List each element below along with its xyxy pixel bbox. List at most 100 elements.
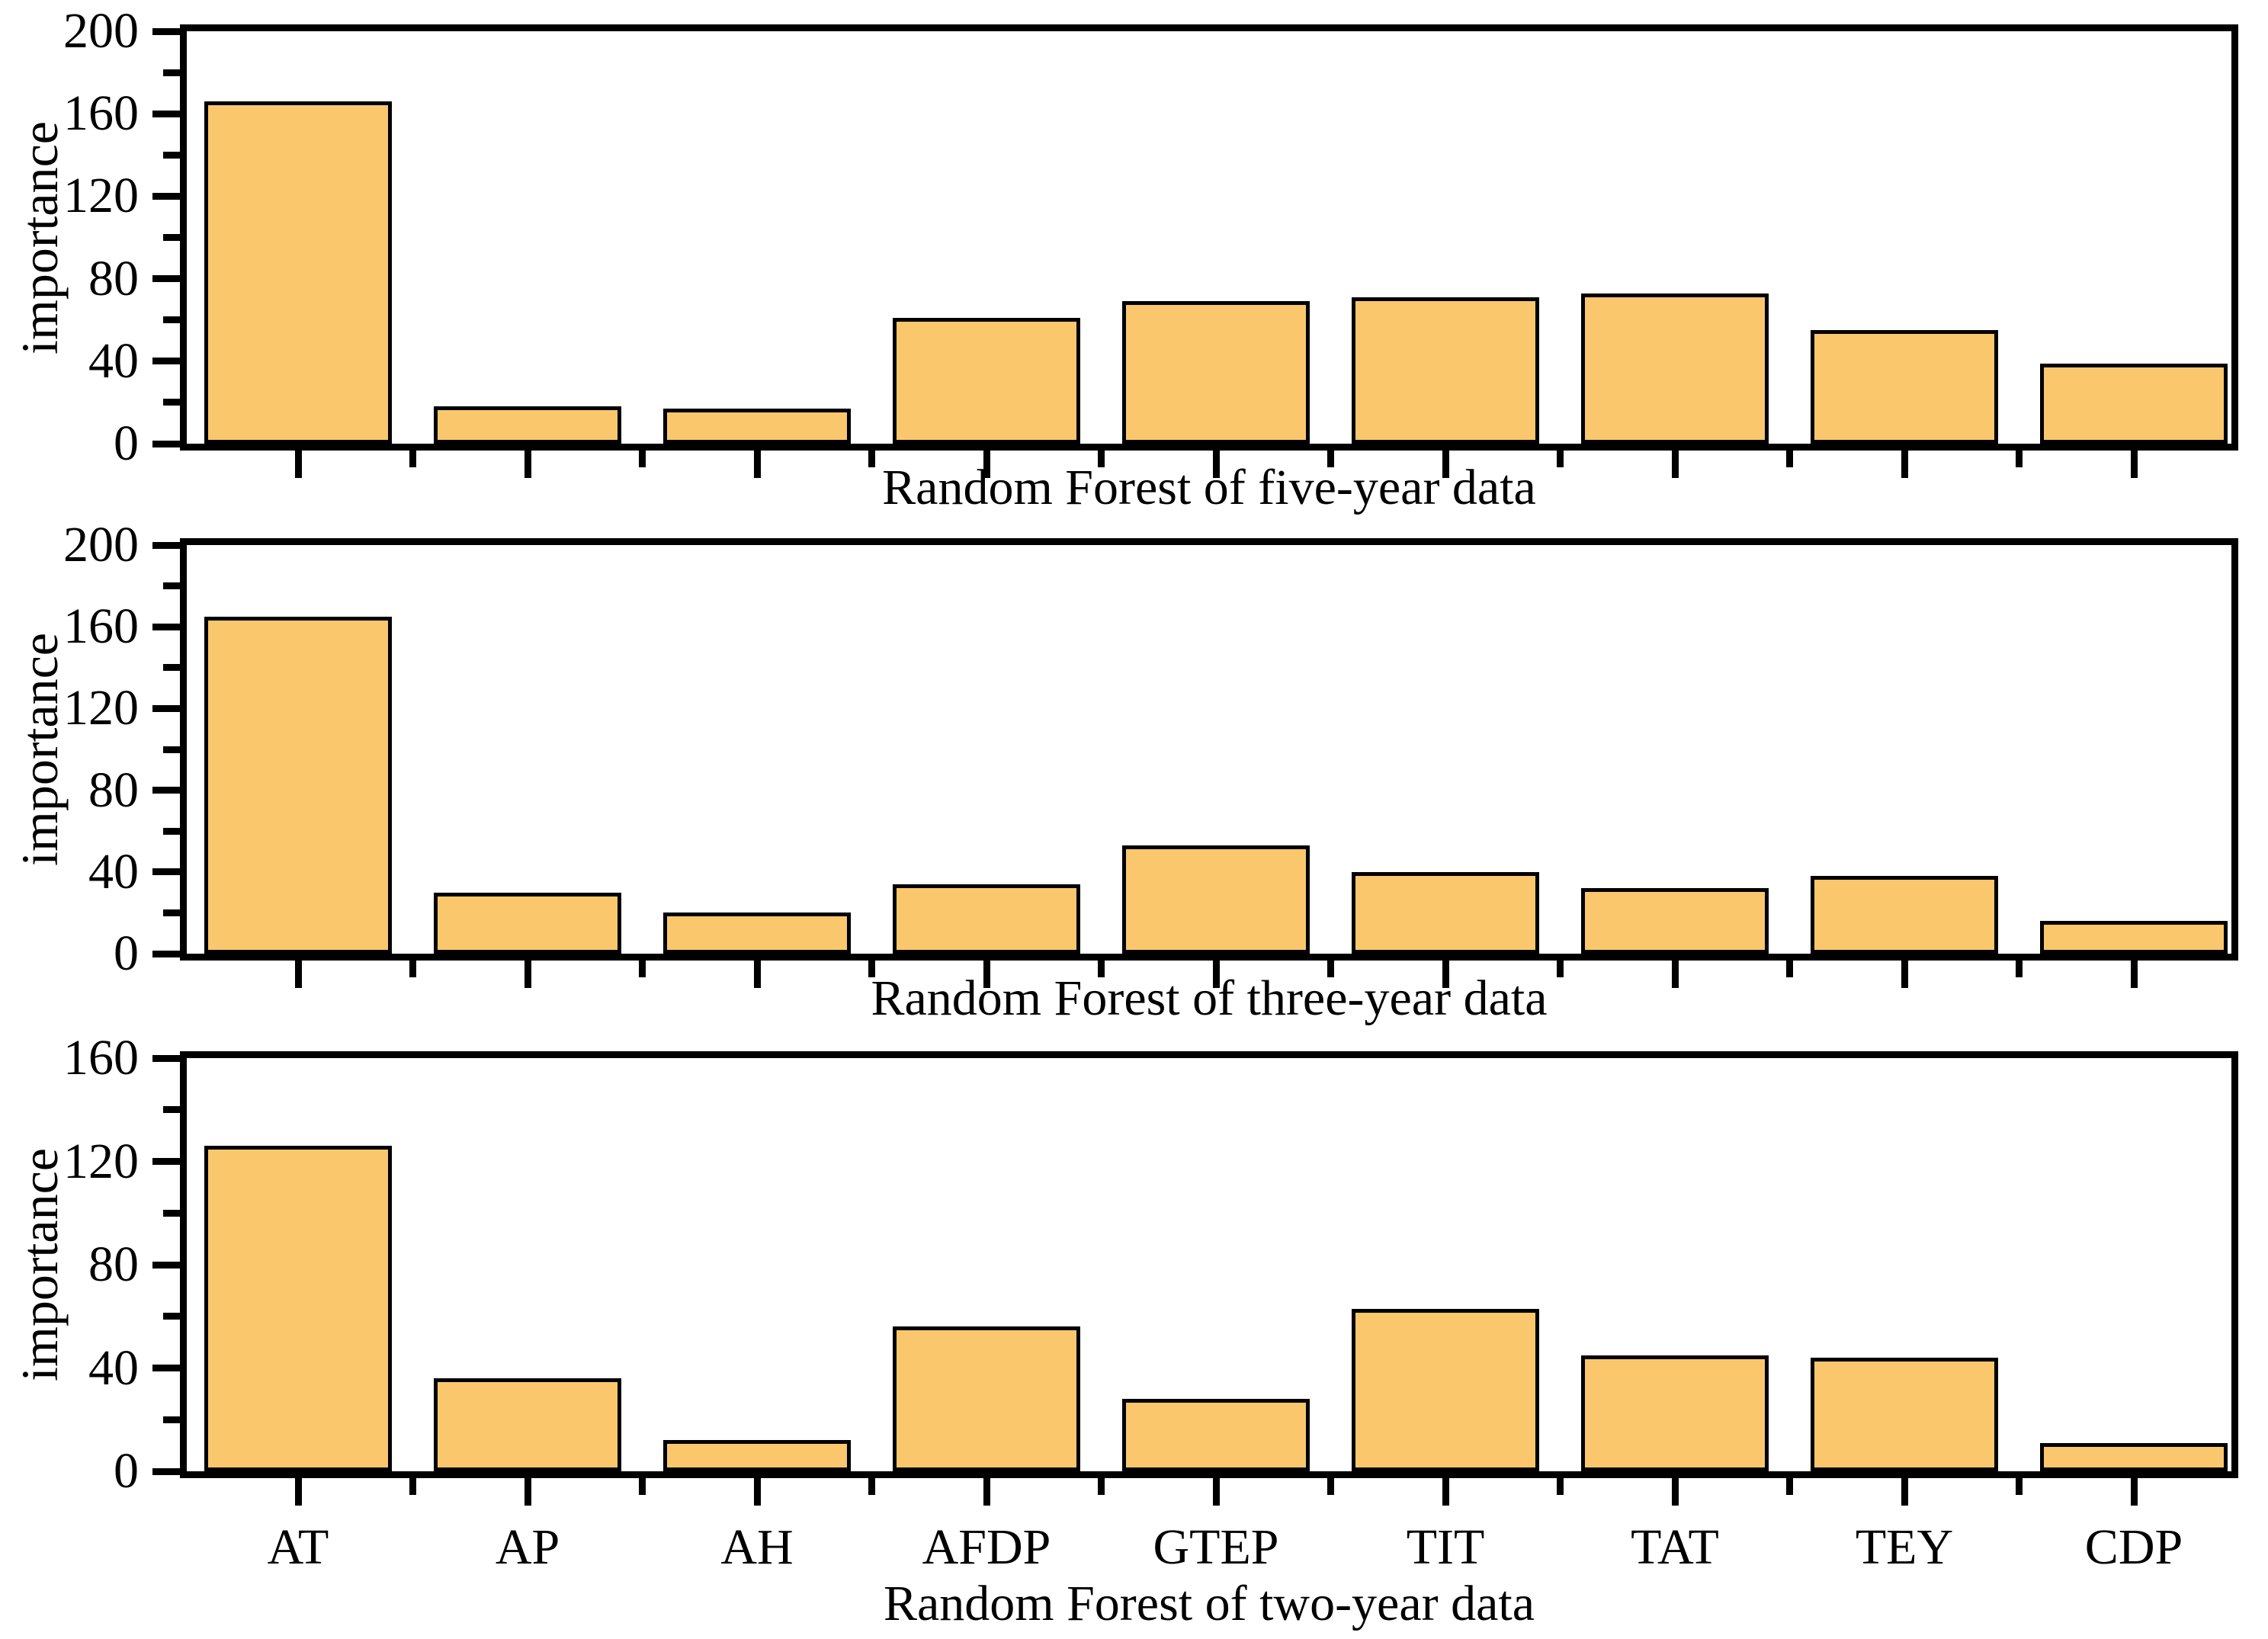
x-major-tick-cdp: [2130, 961, 2138, 988]
x-tick-label-ah: AH: [720, 1519, 794, 1575]
y-major-tick-160: [152, 1054, 180, 1062]
y-major-tick-0: [152, 1467, 180, 1475]
bar-ap: [434, 1378, 621, 1471]
x-major-tick-ap: [524, 451, 531, 478]
x-major-tick-tit: [1442, 451, 1449, 478]
x-minor-tick-5: [1557, 961, 1564, 977]
x-major-tick-tey: [1901, 1478, 1908, 1506]
y-tick-label-160: 160: [63, 1030, 139, 1086]
bar-cdp: [2040, 1442, 2228, 1471]
bar-tit: [1352, 871, 1539, 954]
x-tick-label-tit: TIT: [1406, 1519, 1485, 1575]
bar-at: [204, 101, 392, 444]
y-major-tick-80: [152, 1261, 180, 1269]
bar-gtep: [1122, 1399, 1310, 1471]
bar-tat: [1581, 1355, 1769, 1471]
x-major-tick-tat: [1671, 451, 1679, 478]
y-tick-label-160: 160: [63, 85, 139, 142]
x-minor-tick-7: [2016, 1478, 2023, 1495]
x-major-tick-tit: [1442, 1478, 1449, 1506]
bar-afdp: [893, 318, 1080, 444]
x-minor-tick-5: [1557, 1478, 1564, 1495]
bar-cdp: [2040, 363, 2228, 444]
bar-tat: [1581, 293, 1769, 444]
x-minor-tick-2: [868, 451, 875, 467]
x-tick-label-afdp: AFDP: [922, 1519, 1051, 1575]
bar-ah: [663, 913, 851, 954]
y-minor-tick-60: [163, 316, 180, 324]
x-major-tick-afdp: [983, 961, 990, 988]
y-axis-label-five-year: importance: [11, 121, 69, 354]
x-major-tick-ah: [753, 1478, 761, 1506]
x-major-tick-afdp: [983, 451, 990, 478]
x-minor-tick-2: [868, 961, 875, 977]
y-tick-label-0: 0: [114, 925, 139, 981]
y-tick-label-0: 0: [114, 1443, 139, 1499]
x-minor-tick-1: [639, 961, 646, 977]
bar-tit: [1352, 1308, 1539, 1471]
x-major-tick-cdp: [2130, 1478, 2138, 1506]
x-minor-tick-4: [1327, 961, 1334, 977]
x-major-tick-tey: [1901, 451, 1908, 478]
x-major-tick-cdp: [2130, 451, 2138, 478]
x-minor-tick-0: [409, 961, 416, 977]
y-minor-tick-100: [163, 1209, 180, 1217]
y-tick-label-200: 200: [63, 3, 139, 59]
x-minor-tick-0: [409, 451, 416, 467]
y-major-tick-120: [152, 704, 180, 712]
x-minor-tick-0: [409, 1478, 416, 1495]
x-minor-tick-4: [1327, 1478, 1334, 1495]
x-major-tick-tat: [1671, 961, 1679, 988]
x-major-tick-tat: [1671, 1478, 1679, 1506]
x-major-tick-ah: [753, 451, 761, 478]
y-minor-tick-180: [163, 582, 180, 590]
y-minor-tick-140: [163, 664, 180, 672]
x-minor-tick-6: [1786, 961, 1793, 977]
x-major-tick-afdp: [983, 1478, 990, 1506]
x-axis-title-three-year: Random Forest of three-year data: [871, 970, 1548, 1026]
bar-at: [204, 616, 392, 954]
x-minor-tick-3: [1098, 451, 1105, 467]
y-minor-tick-100: [163, 746, 180, 753]
bar-gtep: [1122, 301, 1310, 444]
y-major-tick-40: [152, 1365, 180, 1371]
bar-afdp: [893, 1326, 1080, 1471]
y-major-tick-0: [152, 950, 180, 957]
bar-tey: [1811, 876, 1998, 954]
x-minor-tick-6: [1786, 451, 1793, 467]
x-tick-label-gtep: GTEP: [1153, 1519, 1279, 1575]
bar-tey: [1811, 1357, 1998, 1471]
x-tick-label-ap: AP: [495, 1519, 560, 1575]
x-tick-label-at: AT: [267, 1519, 329, 1575]
y-tick-label-80: 80: [88, 1236, 139, 1292]
bar-afdp: [893, 884, 1080, 954]
x-minor-tick-7: [2016, 451, 2023, 467]
x-minor-tick-3: [1098, 1478, 1105, 1495]
x-minor-tick-6: [1786, 1478, 1793, 1495]
bar-at: [204, 1146, 392, 1471]
x-axis-title-five-year: Random Forest of five-year data: [882, 460, 1536, 515]
x-tick-label-tat: TAT: [1631, 1519, 1719, 1575]
bar-cdp: [2040, 921, 2228, 954]
x-major-tick-ap: [524, 961, 531, 988]
y-major-tick-80: [152, 275, 180, 283]
x-minor-tick-4: [1327, 451, 1334, 467]
y-tick-label-40: 40: [88, 332, 139, 389]
bar-ap: [434, 892, 621, 954]
y-minor-tick-100: [163, 234, 180, 241]
plot-inner-two-year: 0 40 80 120 160: [63, 1031, 2231, 1506]
x-minor-tick-1: [639, 451, 646, 467]
y-tick-label-160: 160: [63, 598, 139, 655]
y-tick-label-200: 200: [63, 517, 139, 573]
y-minor-tick-20: [163, 909, 180, 916]
y-tick-label-80: 80: [88, 762, 139, 818]
y-axis-label-three-year: importance: [11, 633, 69, 866]
y-tick-label-80: 80: [88, 250, 139, 306]
y-major-tick-40: [152, 868, 180, 876]
x-axis-title-two-year: Random Forest of two-year data: [883, 1576, 1535, 1631]
x-major-tick-at: [294, 961, 302, 988]
y-minor-tick-60: [163, 827, 180, 835]
x-minor-tick-1: [639, 1478, 646, 1495]
x-minor-tick-7: [2016, 961, 2023, 977]
